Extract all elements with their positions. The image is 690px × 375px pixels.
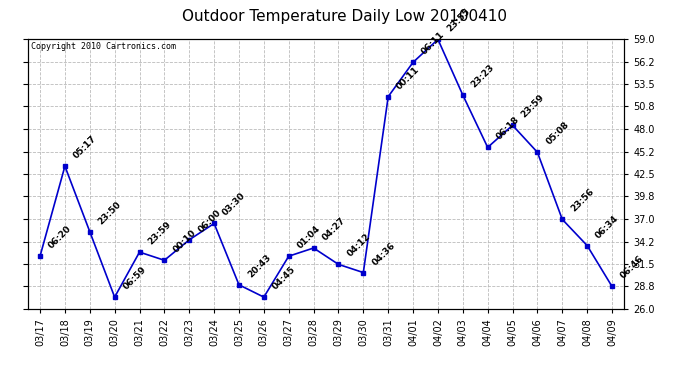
Text: 06:59: 06:59	[121, 265, 148, 291]
Text: 06:20: 06:20	[47, 224, 73, 251]
Text: 23:50: 23:50	[97, 200, 124, 226]
Text: 20:43: 20:43	[246, 253, 273, 279]
Text: 05:17: 05:17	[72, 134, 99, 160]
Text: 06:00: 06:00	[196, 208, 223, 234]
Text: 04:36: 04:36	[371, 240, 397, 267]
Text: 04:45: 04:45	[270, 265, 297, 291]
Text: 23:23: 23:23	[470, 63, 496, 90]
Text: 06:46: 06:46	[619, 254, 646, 281]
Text: Copyright 2010 Cartronics.com: Copyright 2010 Cartronics.com	[30, 42, 175, 51]
Text: 01:04: 01:04	[296, 224, 322, 251]
Text: 05:08: 05:08	[544, 120, 571, 147]
Text: 23:56: 23:56	[569, 187, 596, 214]
Text: 00:11: 00:11	[395, 64, 422, 91]
Text: 06:11: 06:11	[420, 30, 446, 57]
Text: 23:59: 23:59	[520, 93, 546, 120]
Text: 04:12: 04:12	[346, 232, 372, 259]
Text: 06:34: 06:34	[594, 213, 621, 240]
Text: Outdoor Temperature Daily Low 20100410: Outdoor Temperature Daily Low 20100410	[182, 9, 508, 24]
Text: 00:10: 00:10	[171, 228, 197, 255]
Text: 03:30: 03:30	[221, 192, 248, 218]
Text: 06:18: 06:18	[495, 115, 521, 142]
Text: 23:59: 23:59	[146, 220, 173, 246]
Text: 04:27: 04:27	[321, 216, 347, 243]
Text: 23:55: 23:55	[445, 7, 471, 34]
